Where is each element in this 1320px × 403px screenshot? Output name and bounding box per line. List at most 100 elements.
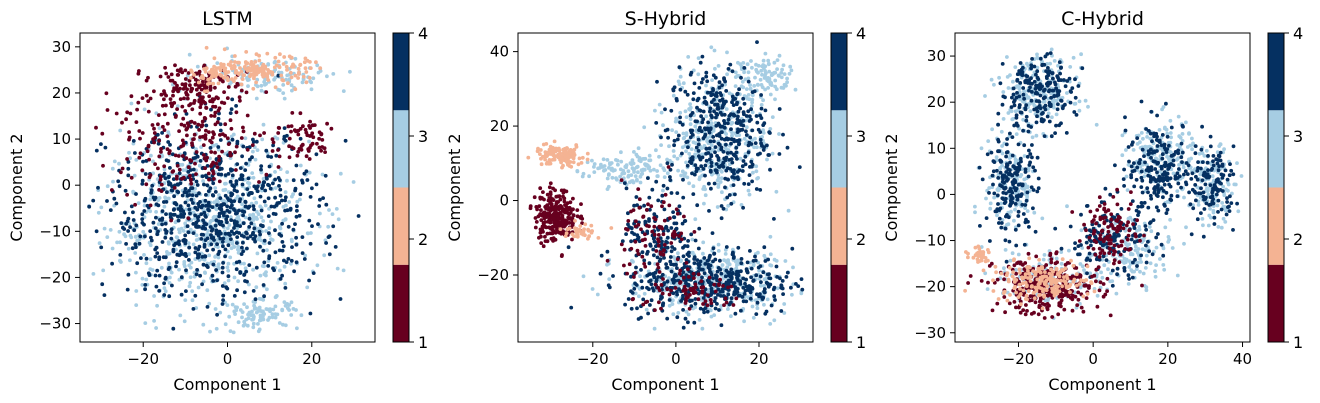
scatter-point [746, 286, 750, 291]
scatter-point [215, 237, 220, 242]
scatter-point [730, 94, 735, 99]
scatter-point [557, 194, 562, 199]
scatter-point [696, 56, 701, 60]
scatter-point [177, 167, 182, 172]
scatter-point [258, 273, 263, 278]
scatter-point [1056, 63, 1060, 68]
scatter-point [200, 282, 205, 287]
scatter-point [226, 278, 231, 283]
scatter-point [289, 300, 294, 305]
scatter-point [157, 255, 162, 260]
scatter-point [720, 263, 725, 267]
scatter-point [273, 250, 278, 255]
scatter-point [162, 112, 167, 117]
scatter-point [719, 204, 724, 208]
scatter-point [735, 290, 740, 294]
scatter-point [721, 160, 726, 165]
scatter-point [228, 118, 233, 123]
scatter-point [252, 306, 257, 311]
scatter-point [194, 87, 199, 92]
scatter-point [228, 150, 233, 155]
scatter-point [182, 260, 187, 264]
scatter-point [696, 297, 701, 302]
scatter-point [633, 271, 638, 275]
scatter-point [273, 304, 278, 309]
scatter-point [698, 259, 703, 264]
scatter-point [322, 253, 327, 258]
scatter-point [659, 242, 664, 247]
scatter-point [712, 251, 716, 256]
scatter-point [311, 271, 316, 275]
scatter-point [545, 192, 550, 197]
scatter-point [726, 285, 730, 290]
scatter-point [1005, 55, 1009, 59]
scatter-point [761, 148, 766, 152]
scatter-point [619, 159, 624, 164]
scatter-point [273, 170, 277, 174]
scatter-point [239, 69, 244, 74]
scatter-point [703, 127, 708, 132]
scatter-point [261, 67, 266, 72]
scatter-point [186, 203, 191, 208]
scatter-point [260, 224, 265, 229]
scatter-point [226, 243, 231, 248]
scatter-point [110, 261, 114, 266]
scatter-point [237, 72, 241, 76]
chart1-cluster-class-4 [566, 239, 805, 330]
scatter-point [235, 241, 239, 245]
scatter-point [234, 68, 238, 73]
scatter-point [247, 204, 252, 209]
scatter-point [712, 48, 717, 53]
scatter-point [546, 150, 551, 155]
scatter-point [162, 204, 167, 209]
scatter-point [596, 166, 600, 171]
scatter-point [156, 122, 160, 127]
scatter-point [120, 120, 124, 125]
scatter-point [780, 286, 785, 291]
scatter-point [145, 149, 150, 154]
scatter-point [553, 224, 558, 229]
scatter-point [728, 62, 733, 67]
scatter-point [725, 195, 730, 200]
scatter-point [717, 123, 722, 127]
scatter-point [193, 216, 197, 221]
scatter-point [209, 114, 214, 118]
scatter-point [338, 297, 343, 301]
scatter-point [789, 68, 794, 73]
scatter-point [749, 275, 753, 280]
scatter-point [257, 229, 262, 234]
scatter-point [642, 167, 647, 172]
scatter-point [541, 190, 545, 195]
scatter-point [796, 284, 801, 288]
scatter-point [186, 230, 191, 235]
scatter-point [629, 274, 633, 279]
scatter-point [692, 261, 697, 265]
scatter-point [697, 263, 701, 268]
scatter-point [533, 216, 538, 220]
scatter-point [626, 297, 631, 301]
scatter-point [271, 266, 275, 271]
scatter-point [561, 194, 565, 199]
scatter-point [273, 195, 277, 200]
colorbar-tick-label: 4 [418, 24, 428, 43]
scatter-point [667, 298, 672, 302]
scatter-point [742, 319, 746, 324]
scatter-point [544, 204, 548, 209]
scatter-point [786, 208, 791, 213]
scatter-point [737, 142, 741, 147]
scatter-point [637, 197, 642, 202]
scatter-point [223, 69, 228, 73]
scatter-point [746, 70, 751, 75]
scatter-point [667, 144, 671, 149]
scatter-point [262, 180, 267, 185]
scatter-point [225, 204, 230, 209]
scatter-point [618, 174, 622, 179]
scatter-point [699, 80, 704, 85]
scatter-point [563, 234, 568, 239]
scatter-point [689, 232, 694, 237]
scatter-point [714, 91, 719, 95]
scatter-point [283, 286, 288, 290]
scatter-point [159, 174, 163, 179]
scatter-point [135, 238, 140, 243]
scatter-point [566, 211, 570, 215]
